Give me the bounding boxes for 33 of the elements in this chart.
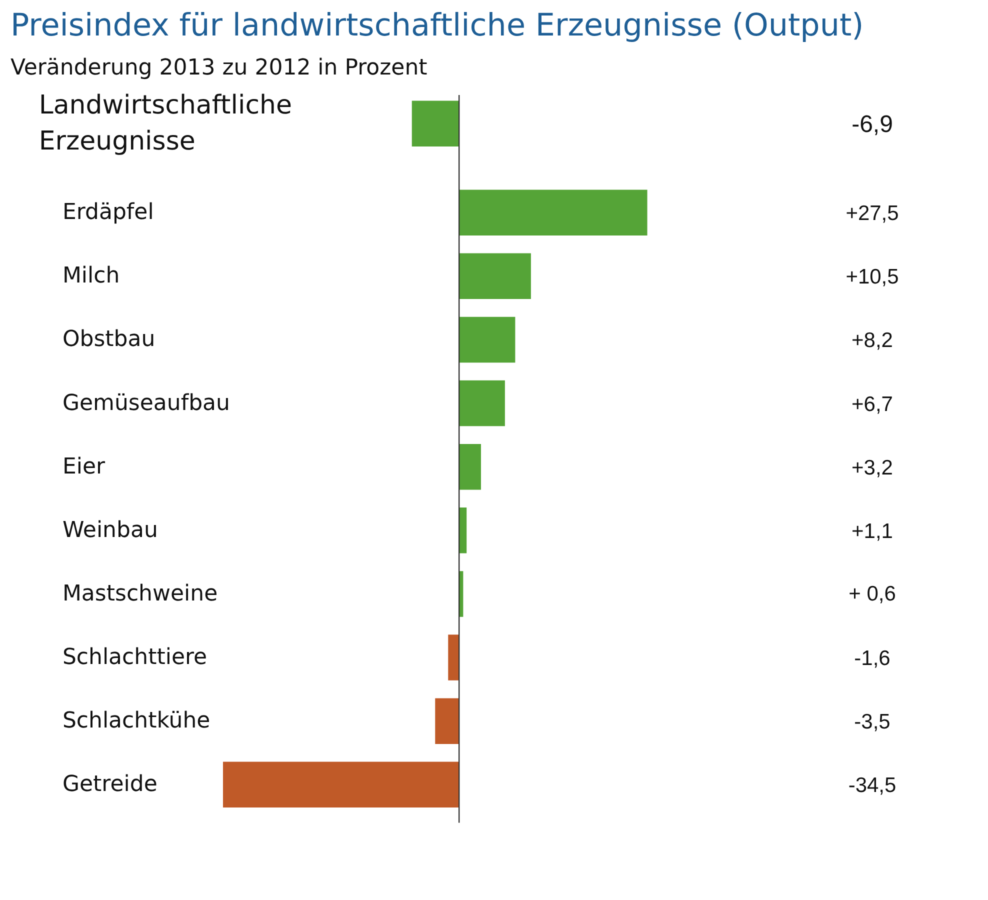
bar (459, 316, 516, 363)
y-tick-label: Schlachtkühe (62, 708, 210, 734)
bar (448, 634, 460, 680)
data-label: + 0,6 (848, 582, 896, 606)
data-label: -3,5 (854, 710, 890, 734)
data-label: +1,1 (852, 520, 893, 543)
data-label: +27,5 (846, 202, 899, 226)
y-tick-label: Erdäpfel (62, 200, 154, 226)
y-tick-label: Weinbau (62, 518, 158, 543)
y-tick-label: Landwirtschaftliche Erzeugnisse (38, 90, 292, 157)
data-label: +8,2 (852, 329, 893, 352)
y-tick-label: Gemüseaufbau (62, 390, 230, 416)
chart-subtitle: Veränderung 2013 zu 2012 in Prozent (10, 56, 428, 80)
bar (222, 762, 460, 808)
y-tick-label: Obstbau (62, 327, 156, 352)
data-label: +3,2 (852, 456, 893, 480)
bar (459, 380, 505, 426)
data-label: -34,5 (848, 774, 896, 798)
bar (459, 190, 648, 236)
y-tick-label: Mastschweine (62, 581, 218, 606)
bar (459, 444, 481, 490)
data-label: +10,5 (846, 266, 899, 289)
bar (435, 698, 460, 744)
data-label: -6,9 (852, 111, 893, 138)
bar (459, 508, 467, 554)
data-label: +6,7 (852, 392, 893, 416)
y-tick-label: Milch (62, 264, 120, 289)
bar (459, 253, 531, 300)
y-tick-label: Eier (62, 454, 106, 480)
data-label: -1,6 (854, 647, 890, 670)
y-tick-label: Schlachttiere (62, 645, 208, 670)
y-tick-label: Getreide (62, 772, 158, 798)
chart-title: Preisindex für landwirtschaftliche Erzeugnisse (Output) (10, 8, 864, 44)
